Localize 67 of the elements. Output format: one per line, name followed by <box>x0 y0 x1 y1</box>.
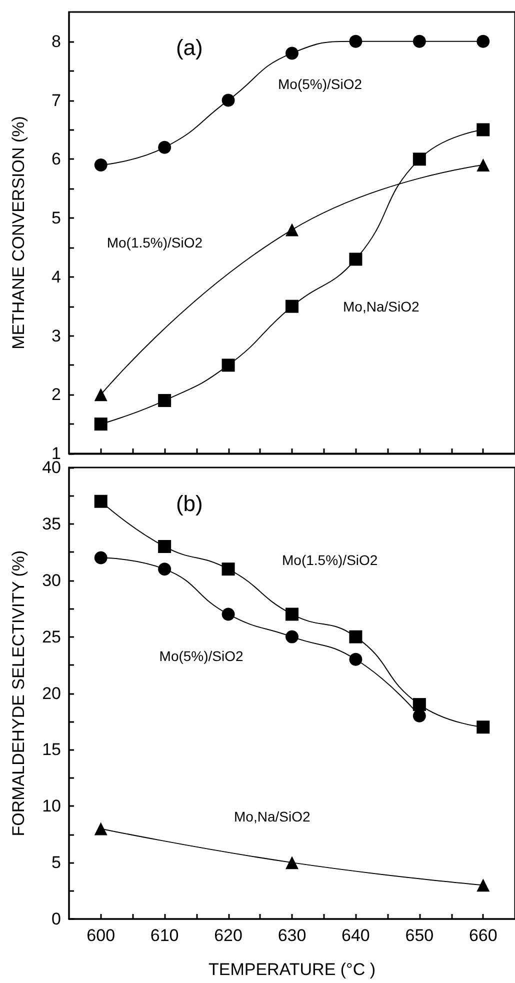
point <box>286 46 298 60</box>
point <box>412 152 426 166</box>
y-tick-label: 15 <box>42 740 61 760</box>
x-tick-label: 640 <box>342 926 370 945</box>
point <box>286 223 298 236</box>
text: Mo,Na/SiO2 <box>234 808 310 825</box>
point <box>349 652 362 666</box>
point <box>412 34 426 48</box>
x-tick-label: 610 <box>150 926 179 945</box>
y-tick-label: 5 <box>52 853 61 872</box>
y-tick-label: 0 <box>52 910 61 928</box>
point <box>476 878 490 892</box>
y-tick-label: 20 <box>42 684 61 703</box>
point <box>158 394 172 408</box>
y-tick-label: 40 <box>42 458 61 477</box>
text: (a) <box>176 34 203 60</box>
point <box>286 608 298 621</box>
point <box>286 856 298 870</box>
point <box>94 494 108 508</box>
y-tick-label: 4 <box>52 267 61 286</box>
y-tick-label: 3 <box>52 326 61 346</box>
y-tick-label: 6 <box>52 150 61 169</box>
point <box>476 123 490 136</box>
x-tick-label: 620 <box>214 926 242 945</box>
point <box>94 388 108 402</box>
x-tick-label: 600 <box>86 926 116 945</box>
point <box>158 140 172 154</box>
point <box>94 158 108 172</box>
y-tick-label: 10 <box>42 796 61 816</box>
x-tick-label: 650 <box>405 926 434 945</box>
text: Mo(1.5%)/SiO2 <box>106 234 203 251</box>
y-tick-label: 7 <box>52 90 61 110</box>
text: Mo(1.5%)/SiO2 <box>282 552 378 568</box>
y-tick-label: 30 <box>42 570 61 590</box>
point <box>349 630 362 644</box>
point <box>158 562 172 576</box>
y-axis-title: METHANE CONVERSION (%) <box>9 116 28 350</box>
point <box>222 608 235 621</box>
series-label: Mo(5%)/SiO2 <box>159 648 244 664</box>
series-label: Mo,Na/SiO2 <box>343 298 420 314</box>
point <box>94 822 108 836</box>
point <box>286 300 298 313</box>
x-tick-label: 630 <box>278 926 306 945</box>
point <box>412 709 426 722</box>
text: (b) <box>176 491 203 516</box>
point <box>94 551 108 564</box>
point <box>476 720 490 734</box>
point <box>286 630 298 644</box>
point <box>222 562 235 576</box>
point <box>158 540 172 554</box>
y-tick-label: 35 <box>42 514 61 534</box>
x-tick-label: 660 <box>468 926 498 945</box>
y-tick-label: 8 <box>52 32 61 51</box>
point <box>412 698 426 712</box>
y-tick-label: 2 <box>52 385 61 404</box>
x-axis-title: TEMPERATURE (°C ) <box>208 960 376 979</box>
y-axis-title: FORMALDEHYDE SELECTIVITY (%) <box>9 550 28 836</box>
point <box>222 94 235 107</box>
point <box>476 158 490 172</box>
y-tick-label: 5 <box>52 208 61 228</box>
point <box>349 252 362 266</box>
series-label: Mo(5%)/SiO2 <box>278 76 362 92</box>
point <box>476 34 490 48</box>
y-tick-label: 25 <box>42 627 61 646</box>
point <box>349 34 362 48</box>
point <box>222 358 235 372</box>
point <box>94 418 108 431</box>
